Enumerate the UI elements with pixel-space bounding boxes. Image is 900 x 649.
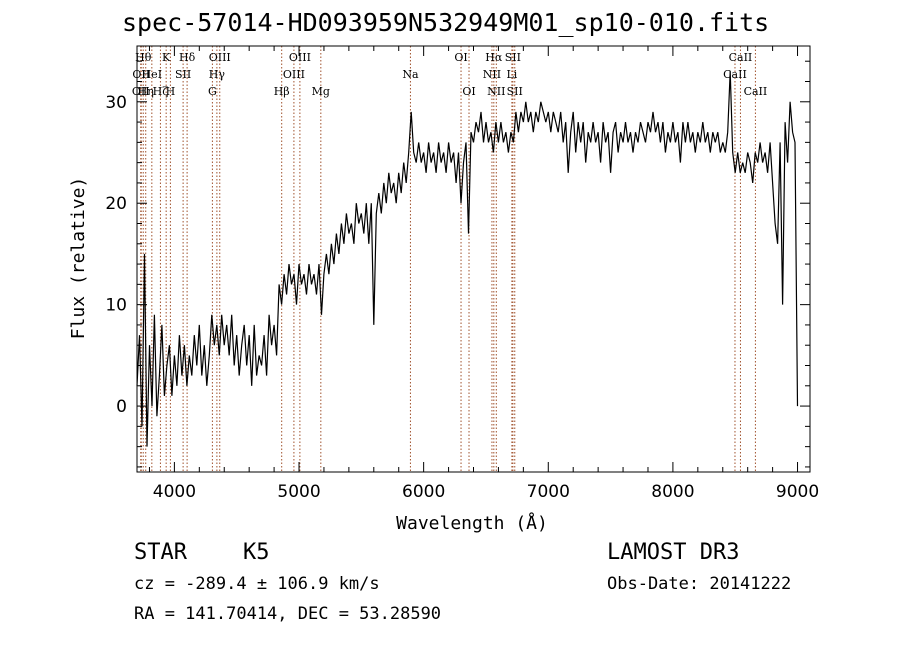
x-tick-label: 4000 [153,482,196,502]
y-tick-label: 30 [105,93,127,113]
marker-label: K [162,51,171,64]
x-tick-label: 6000 [402,482,445,502]
marker-label: OIII [289,51,311,64]
x-axis-label: Wavelength (Å) [396,512,548,534]
object-subclass: K5 [243,540,270,565]
marker-label: Na [402,68,419,81]
observation-date: Obs-Date: 20141222 [607,574,792,594]
marker-label: NII [487,85,505,98]
marker-label: OI [462,85,475,98]
x-tick-label: 5000 [277,482,320,502]
chart-title: spec-57014-HD093959N532949M01_sp10-010.f… [122,8,770,37]
marker-label: Hζ [153,85,169,98]
marker-label: NII [483,68,501,81]
marker-label: OIII [283,68,305,81]
marker-label: G [208,85,217,98]
marker-label: HeI [142,68,162,81]
marker-label: SII [175,68,191,81]
marker-label: Hθ [135,51,152,64]
marker-label: Hη [138,85,154,98]
marker-label: CaII [723,68,747,81]
plot-frame [136,45,811,473]
x-tick-label: 7000 [527,482,570,502]
spectral-line-markers [140,46,756,472]
marker-label: OI [454,51,467,64]
marker-label: OII [132,85,150,98]
x-tick-label: 8000 [651,482,694,502]
spectral-line-labels: HθOIIHηOIIHeIHζKHSIIHδGHγOIIIHβOIIIOIIIM… [132,51,767,98]
marker-label: CaII [729,51,753,64]
marker-label: SII [505,51,521,64]
marker-label: Hβ [274,85,290,98]
marker-label: SII [507,85,523,98]
redshift-velocity: cz = -289.4 ± 106.9 km/s [134,574,380,594]
axes: 4000 5000 6000 7000 8000 9000 0 10 20 30 [105,46,819,502]
y-tick-label: 0 [116,397,127,417]
y-axis-label: Flux (relative) [68,177,89,340]
survey-name: LAMOST DR3 [607,540,740,565]
x-tick-label: 9000 [776,482,819,502]
marker-label: Hγ [209,68,226,81]
object-class: STAR [134,540,187,565]
y-tick-label: 20 [105,194,127,214]
spectrum-line [136,71,799,447]
marker-label: OIII [209,51,231,64]
marker-label: Li [506,68,517,81]
marker-label: CaII [744,85,768,98]
coordinates: RA = 141.70414, DEC = 53.28590 [134,604,442,624]
marker-label: Mg [312,85,330,98]
marker-label: Hα [485,51,503,64]
y-tick-label: 10 [105,296,127,316]
marker-label: H [166,85,176,98]
marker-label: Hδ [179,51,196,64]
